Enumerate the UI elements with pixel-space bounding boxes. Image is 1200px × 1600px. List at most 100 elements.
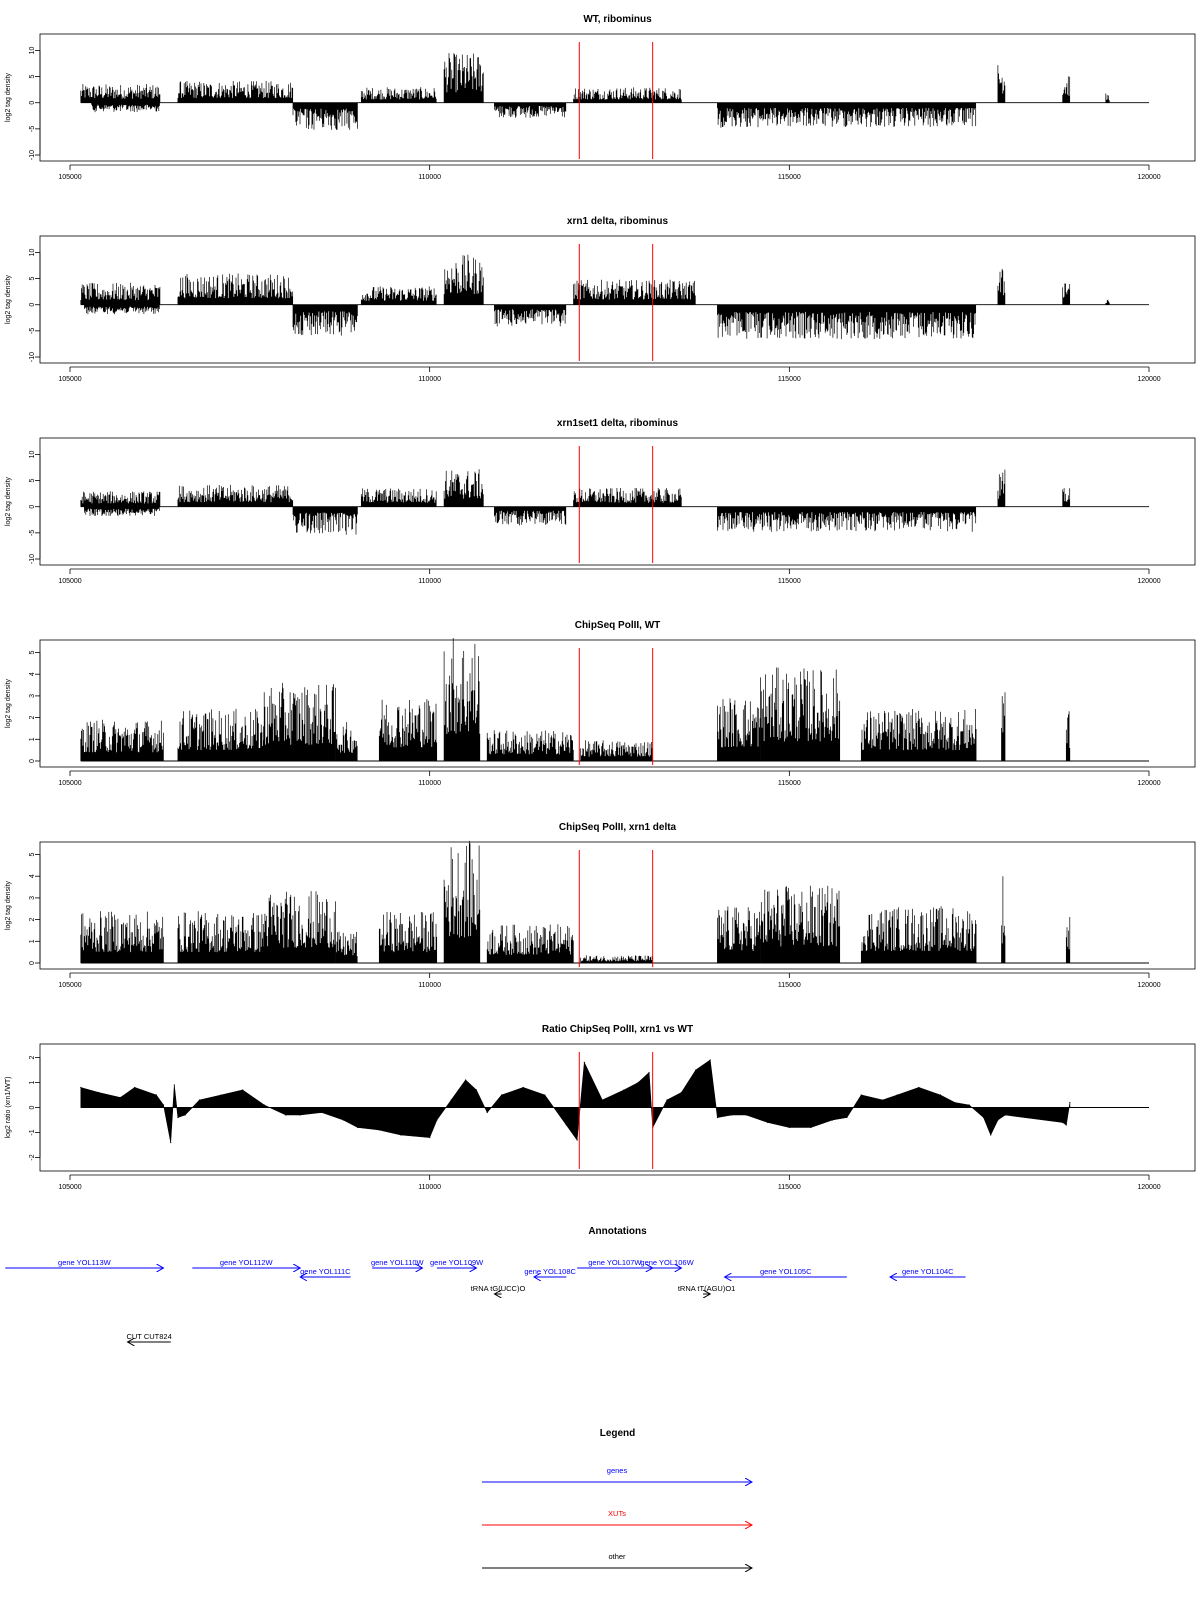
y-tick-label: -10 [29,352,36,362]
panel-2: xrn1 delta, ribominus log2 tag density -10… [5,216,1196,383]
ratio-point [242,1089,244,1091]
signal-series [80,469,1071,535]
signal-segment [1105,93,1110,103]
signal-bars [263,682,336,761]
signal-bars [1065,711,1071,761]
ratio-point [80,1086,82,1089]
x-tick-label: 120000 [1137,982,1160,989]
signal-bars [335,931,358,963]
legend-panel: Legend genes XUTs other [482,1428,752,1568]
ratio-point [400,1134,402,1136]
y-tick-label: -1 [29,1129,36,1135]
signal-bars [760,667,841,761]
x-tick-label: 115000 [778,578,801,585]
x-tick-label: 120000 [1137,376,1160,383]
signal-segment [80,911,164,963]
annotation-feature: gene YOL109W [430,1258,484,1268]
y-tick-label: 3 [29,694,36,698]
ratio-point [475,1089,478,1091]
signal-bars [263,891,336,963]
ratio-point [990,1134,992,1136]
signal-segment [177,708,265,761]
signal-bars [580,740,653,761]
signal-segment [486,924,574,963]
signal-segment [443,53,484,103]
signal-bars [1001,876,1006,963]
y-tick-label: -2 [29,1154,36,1160]
signal-bars [717,102,977,128]
x-tick-label: 120000 [1137,1184,1160,1191]
y-tick-label: 5 [29,852,36,856]
y-tick-label: 3 [29,896,36,900]
y-axis-label: log2 tag density [5,72,12,122]
plot-frame [39,235,1196,364]
signal-bars [717,304,977,340]
ratio-point [357,1126,359,1129]
y-axis-label: log2 tag density [5,476,12,526]
signal-segment [177,80,294,103]
annotation-feature: gene YOL105C [725,1267,847,1277]
legend-entry: genes [482,1466,752,1482]
signal-bars [91,102,160,113]
signal-segment [335,722,358,761]
annotation-label: CUT CUT824 [126,1332,171,1341]
ratio-point [299,1114,301,1116]
ratio-point [896,1094,898,1096]
x-tick-label: 110000 [418,578,441,585]
signal-segment [717,906,761,963]
x-tick-label: 105000 [58,578,81,585]
ratio-point [321,1111,323,1114]
ratio-point [170,1141,172,1144]
ratio-point [846,1116,848,1119]
signal-bars [80,911,164,963]
signal-bars [335,722,358,761]
ratio-point [198,1099,201,1101]
x-tick-label: 120000 [1137,174,1160,181]
y-tick-label: 2 [29,716,36,720]
signal-bars [1001,692,1006,761]
panel-5: ChipSeq PolII, xrn1 delta log2 tag densit… [5,822,1196,989]
signal-segment [360,87,437,103]
ratio-point [745,1114,747,1116]
y-tick-label: 10 [29,450,36,458]
annotation-label: gene YOL107W [588,1258,642,1267]
ratio-point [342,1119,344,1121]
signal-segment [263,682,336,761]
annotation-feature: gene YOL108C [524,1267,577,1277]
panel-1: WT, ribominus log2 tag density -10 -5 0 5 10 10… [5,14,1196,181]
y-tick-label: -10 [29,554,36,564]
annotation-label: tRNA tT(AGU)O1 [678,1284,736,1293]
y-tick-label: 2 [29,1055,36,1059]
signal-bars [360,488,437,507]
y-tick-label: 2 [29,918,36,922]
x-tick-label: 115000 [778,174,801,181]
signal-segment [443,638,481,761]
annotation-feature: gene YOL112W [192,1258,300,1268]
signal-series [80,840,1071,963]
legend-label: other [608,1552,626,1561]
signal-bars [760,885,841,963]
signal-segment [292,102,358,130]
panel-title: ChipSeq PolII, xrn1 delta [559,822,677,833]
signal-bars [443,254,484,305]
legend-label: genes [607,1466,628,1475]
signal-series [80,638,1071,761]
annotation-feature: CUT CUT824 [126,1332,172,1342]
signal-bars [292,304,358,336]
ratio-point [601,1099,603,1101]
y-tick-label: 5 [29,277,36,281]
y-tick-label: 5 [29,650,36,654]
signal-bars [80,84,161,103]
annotation-feature: tRNA tT(AGU)O1 [678,1284,736,1294]
signal-segment [80,84,161,103]
y-tick-label: -5 [29,530,36,536]
ratio-point [378,1129,380,1131]
signal-segment [486,730,574,761]
x-tick-label: 110000 [418,174,441,181]
panel-title: xrn1set1 delta, ribominus [557,418,679,429]
ratio-point [263,1104,265,1106]
annotation-label: gene YOL111C [300,1267,351,1276]
y-tick-label: -5 [29,328,36,334]
plot-frame [39,639,1196,768]
